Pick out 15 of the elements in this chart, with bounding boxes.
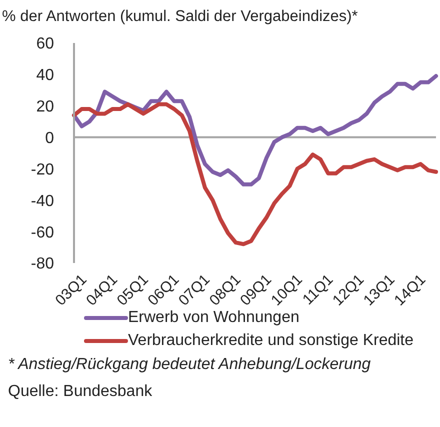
y-tick-label: 40: [36, 67, 54, 84]
y-tick-label: 60: [36, 36, 54, 53]
line-series: [72, 102, 438, 246]
y-tick-label: -40: [30, 192, 54, 210]
y-tick-label: -80: [30, 256, 54, 273]
legend-label: Verbraucherkredite und sonstige Kredite: [128, 331, 414, 351]
y-tick-label: 20: [36, 98, 54, 116]
line-series: [72, 74, 438, 186]
y-tick-label: -20: [30, 161, 54, 178]
y-tick-label: -60: [30, 224, 54, 242]
y-axis-title: % der Antworten (kumul. Saldi der Vergabeindizes)*: [2, 8, 358, 26]
legend-label: Erwerb von Wohnungen: [128, 308, 300, 328]
source-note: Quelle: Bundesbank: [8, 383, 152, 401]
text: * Anstieg/Rückgang bedeutet Anhebung/Lockerung: [8, 356, 371, 374]
y-tick-label: 0: [45, 130, 54, 147]
